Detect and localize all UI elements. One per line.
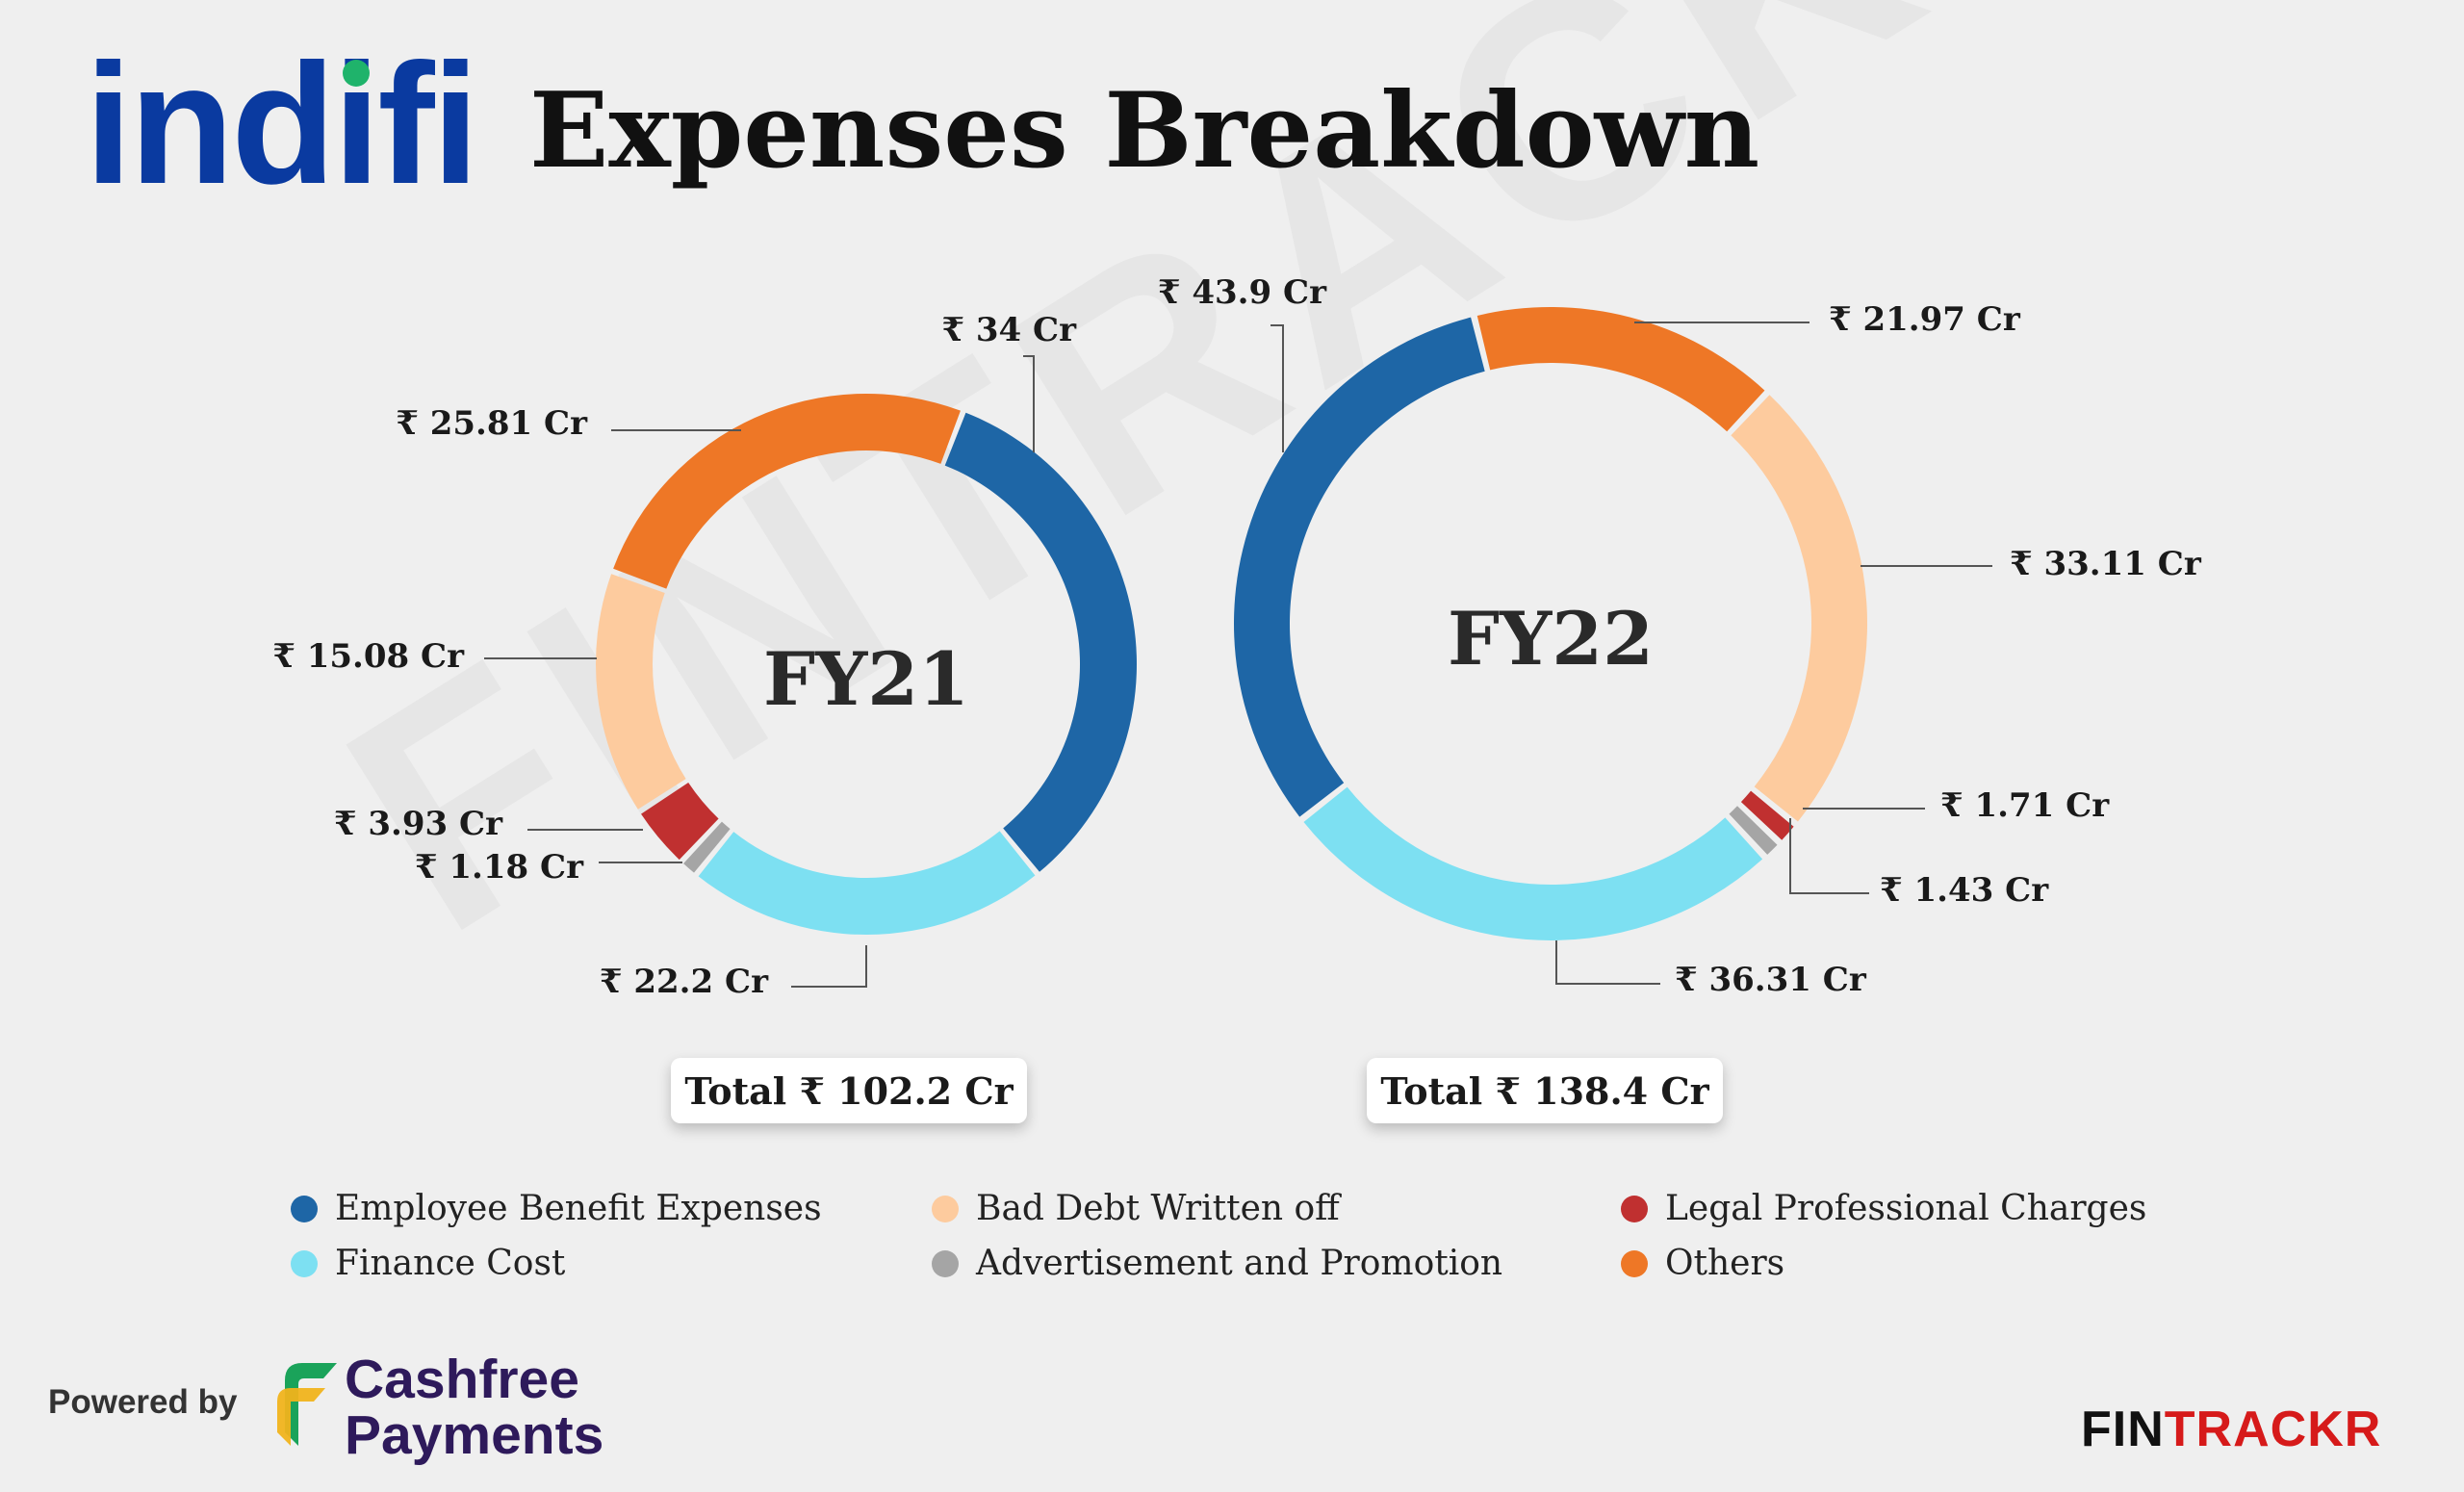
donut-slice-advertisement-and-promotion [1729, 806, 1778, 855]
chart-title: FY22 [1448, 596, 1654, 682]
total-fy22: Total ₹ 138.4 Cr [1367, 1058, 1723, 1123]
leader-line [1023, 355, 1035, 452]
cashfree-line1: Cashfree [345, 1349, 579, 1410]
donut-slice-legal-professional-charges [641, 782, 719, 861]
cashfree-wordmark: Cashfree Payments [345, 1351, 603, 1463]
data-label: ₹ 3.93 Cr [334, 805, 503, 843]
donut-slice-bad-debt-written-off [596, 574, 686, 810]
fintrackr-logo-part2: TRACKR [2164, 1402, 2382, 1457]
legend-swatch [291, 1249, 318, 1277]
cashfree-line2: Payments [345, 1404, 604, 1466]
legend-label: Legal Professional Charges [1665, 1189, 2147, 1228]
legend-swatch [932, 1195, 959, 1222]
data-label: ₹ 1.18 Cr [415, 848, 584, 887]
donut-slice-legal-professional-charges [1740, 790, 1794, 840]
donut-slice-advertisement-and-promotion [683, 821, 731, 873]
legend-swatch [291, 1195, 318, 1222]
leader-line [791, 945, 867, 988]
donut-slice-bad-debt-written-off [1731, 395, 1867, 822]
legend-item-finance-cost: Finance Cost [291, 1244, 565, 1283]
legend-item-others: Others [1621, 1244, 1784, 1283]
data-label: ₹ 1.43 Cr [1880, 871, 2049, 910]
legend-label: Employee Benefit Expenses [335, 1189, 822, 1228]
donut-slice-finance-cost [698, 831, 1036, 935]
donut-slice-others [1476, 306, 1765, 432]
legend-swatch [932, 1249, 959, 1277]
page-title: Expenses Breakdown [529, 70, 1760, 192]
legend-label: Finance Cost [335, 1244, 566, 1283]
legend-item-bad-debt: Bad Debt Written off [932, 1189, 1340, 1228]
data-label: ₹ 21.97 Cr [1829, 300, 2021, 339]
donut-slice-employee-benefit-expenses [944, 412, 1137, 872]
data-label: ₹ 36.31 Cr [1675, 961, 1867, 999]
leader-line [1555, 940, 1660, 985]
data-label: ₹ 15.08 Cr [272, 637, 465, 676]
legend-swatch [1621, 1249, 1648, 1277]
fintrackr-logo-part1: FIN [2081, 1402, 2165, 1457]
legend-label: Bad Debt Written off [976, 1189, 1340, 1228]
fintrackr-logo: FINTRACKR [2081, 1401, 2381, 1458]
data-label: ₹ 25.81 Cr [396, 404, 588, 443]
legend-label: Others [1665, 1244, 1785, 1283]
leader-line [1270, 324, 1284, 452]
cashfree-logo-icon [277, 1363, 337, 1446]
data-label: ₹ 1.71 Cr [1940, 786, 2110, 825]
data-label: ₹ 22.2 Cr [600, 963, 769, 1001]
legend-item-legal-charges: Legal Professional Charges [1621, 1189, 2146, 1228]
data-label: ₹ 43.9 Cr [1158, 273, 1327, 312]
indifi-logo: indifi [85, 28, 479, 219]
legend-swatch [1621, 1195, 1648, 1222]
leader-line [1789, 818, 1869, 894]
donut-slice-others [613, 393, 961, 589]
chart-title: FY21 [763, 636, 969, 722]
data-label: ₹ 34 Cr [941, 311, 1077, 349]
powered-by-label: Powered by [48, 1383, 238, 1421]
data-label: ₹ 33.11 Cr [2010, 545, 2202, 583]
logo-dot-icon [343, 60, 370, 87]
donut-slice-employee-benefit-expenses [1234, 317, 1485, 817]
legend-label: Advertisement and Promotion [976, 1244, 1503, 1283]
total-fy21: Total ₹ 102.2 Cr [671, 1058, 1027, 1123]
legend-item-employee-benefit: Employee Benefit Expenses [291, 1189, 822, 1228]
legend-item-advertisement: Advertisement and Promotion [932, 1244, 1502, 1283]
donut-slice-finance-cost [1303, 786, 1763, 941]
